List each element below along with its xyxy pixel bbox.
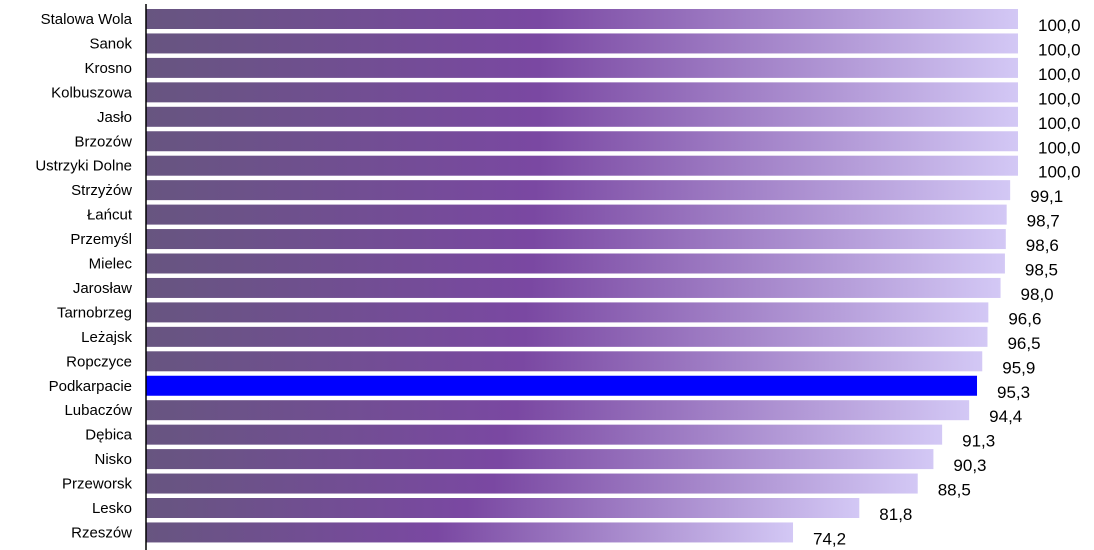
value-label: 95,3	[997, 383, 1030, 402]
bar-strzyżów	[146, 180, 1011, 201]
value-label: 90,3	[953, 456, 986, 475]
category-label: Przeworsk	[62, 476, 133, 493]
category-label: Kolbuszowa	[51, 84, 133, 101]
value-label: 100,0	[1038, 163, 1081, 182]
category-label: Leżajsk	[81, 329, 132, 346]
bar-dębica	[146, 424, 943, 445]
value-label: 95,9	[1002, 358, 1035, 377]
category-label: Jarosław	[73, 280, 132, 297]
category-label: Tarnobrzeg	[57, 304, 132, 321]
category-label: Krosno	[84, 60, 132, 77]
category-label: Strzyżów	[71, 182, 132, 199]
value-label: 98,0	[1021, 285, 1054, 304]
category-label: Ustrzyki Dolne	[35, 158, 132, 175]
value-label: 88,5	[938, 481, 971, 500]
bar-stalowa-wola	[146, 9, 1018, 29]
category-label: Brzozów	[74, 133, 132, 150]
value-label: 100,0	[1038, 65, 1081, 84]
bar-jasło	[146, 106, 1018, 127]
category-label: Łańcut	[87, 207, 133, 224]
category-label: Sanok	[89, 35, 132, 52]
value-label: 98,5	[1025, 261, 1058, 280]
bars-group	[146, 9, 1018, 543]
category-label: Lubaczów	[64, 402, 132, 419]
bar-lesko	[146, 498, 860, 518]
value-label: 98,7	[1027, 212, 1060, 231]
value-label: 100,0	[1038, 114, 1081, 133]
category-label: Jasło	[97, 109, 132, 126]
value-label: 100,0	[1038, 138, 1081, 157]
category-labels-group: Stalowa Wola Sanok Krosno Kolbuszowa Jasło Br…	[35, 11, 133, 541]
category-label: Stalowa Wola	[41, 11, 133, 28]
value-label: 74,2	[813, 529, 846, 548]
category-label: Dębica	[85, 427, 132, 444]
bar-brzozów	[146, 131, 1018, 152]
value-label: 94,4	[989, 407, 1022, 426]
category-label: Przemyśl	[70, 231, 132, 248]
bar-łańcut	[146, 204, 1007, 225]
bar-leżajsk	[146, 326, 988, 347]
value-label: 81,8	[879, 505, 912, 524]
bar-ropczyce	[146, 351, 983, 372]
category-label: Ropczyce	[66, 353, 132, 370]
bar-kolbuszowa	[146, 82, 1018, 103]
value-label: 96,5	[1007, 334, 1040, 353]
value-label: 100,0	[1038, 16, 1081, 35]
category-label: Podkarpacie	[49, 378, 132, 395]
bar-krosno	[146, 57, 1018, 78]
bar-lubaczów	[146, 400, 970, 421]
bar-sanok	[146, 33, 1018, 54]
bar-tarnobrzeg	[146, 302, 989, 323]
bar-nisko	[146, 449, 934, 470]
bar-przemyśl	[146, 229, 1006, 250]
bar-rzeszów	[146, 522, 794, 543]
bar-ustrzyki-dolne	[146, 155, 1018, 176]
bar-podkarpacie	[146, 375, 978, 396]
value-labels-group: 100,0 100,0 100,0 100,0 100,0 100,0 100,0 99,1 9…	[813, 16, 1081, 548]
value-label: 100,0	[1038, 89, 1081, 108]
bar-mielec	[146, 253, 1005, 274]
category-label: Lesko	[92, 500, 132, 517]
bar-jarosław	[146, 277, 1001, 298]
bar-przeworsk	[146, 473, 918, 494]
category-label: Mielec	[89, 256, 133, 273]
value-label: 96,6	[1008, 309, 1041, 328]
value-label: 100,0	[1038, 40, 1081, 59]
category-label: Nisko	[94, 451, 132, 468]
category-label: Rzeszów	[71, 524, 132, 541]
value-label: 99,1	[1030, 187, 1063, 206]
value-label: 91,3	[962, 432, 995, 451]
value-label: 98,6	[1026, 236, 1059, 255]
